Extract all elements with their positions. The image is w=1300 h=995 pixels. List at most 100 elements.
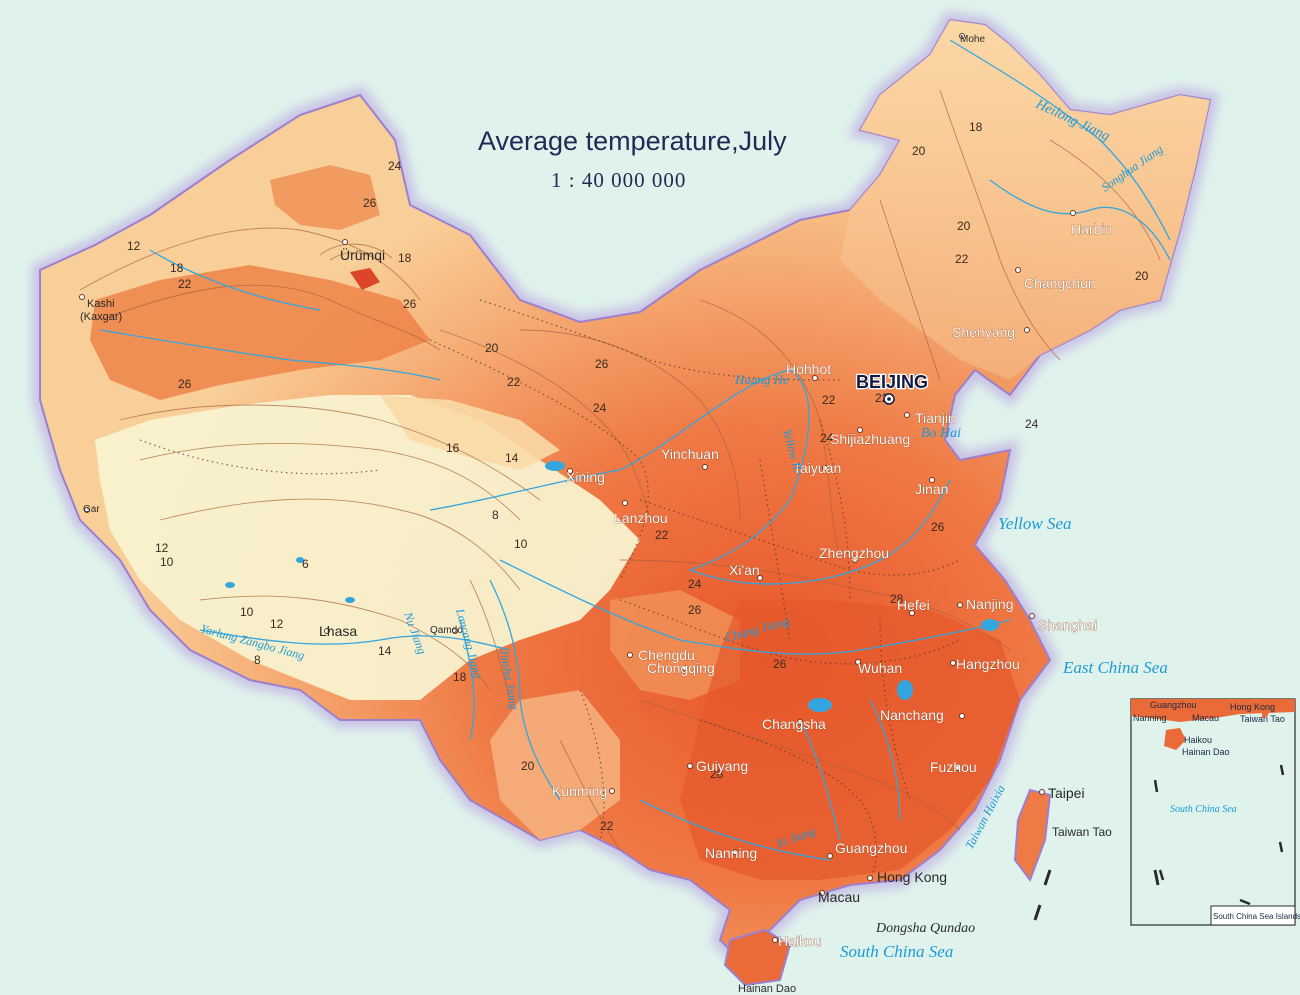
svg-text:20: 20 bbox=[485, 341, 499, 355]
rivers bbox=[99, 39, 1171, 861]
city-label: Kunming bbox=[552, 783, 607, 799]
city-label: Chongqing bbox=[647, 660, 715, 676]
yunnan-mild-zone bbox=[490, 690, 620, 840]
city-label: Taipei bbox=[1048, 785, 1085, 801]
inset-label: Guangzhou bbox=[1150, 700, 1197, 710]
city-label: Fuzhou bbox=[930, 759, 977, 775]
city-label: Ürümqi bbox=[340, 246, 385, 263]
turpan-hot-spot bbox=[350, 268, 380, 290]
sea-label: South China Sea bbox=[840, 942, 953, 961]
city-label: Yinchuan bbox=[661, 446, 719, 462]
svg-text:12: 12 bbox=[155, 541, 169, 555]
svg-text:16: 16 bbox=[446, 441, 460, 455]
sea-label: Hainan Dao bbox=[738, 983, 796, 995]
svg-text:26: 26 bbox=[595, 357, 609, 371]
svg-text:22: 22 bbox=[507, 375, 521, 389]
svg-text:26: 26 bbox=[931, 520, 945, 534]
svg-text:8: 8 bbox=[492, 508, 499, 522]
svg-text:10: 10 bbox=[240, 605, 254, 619]
inset-label: Nanning bbox=[1133, 713, 1167, 723]
province-borders bbox=[139, 299, 961, 881]
tarim-basin-zone bbox=[90, 265, 430, 400]
svg-text:18: 18 bbox=[453, 670, 467, 684]
city-label: Guangzhou bbox=[835, 840, 907, 856]
city-label: Zhengzhou bbox=[819, 545, 889, 561]
city-label: Jinan bbox=[915, 481, 948, 497]
city-label: Shijiazhuang bbox=[830, 431, 910, 447]
city-label: Hefei bbox=[897, 597, 930, 613]
qaidam-zone bbox=[380, 395, 560, 470]
city-label: Changchun bbox=[1024, 275, 1096, 291]
svg-text:24: 24 bbox=[1025, 417, 1039, 431]
svg-text:22: 22 bbox=[655, 528, 669, 542]
city-label: Hangzhou bbox=[956, 656, 1020, 672]
sea-label: Dongsha Qundao bbox=[875, 921, 975, 936]
inset-label: Hainan Dao bbox=[1182, 747, 1230, 757]
inset-label: Macau bbox=[1192, 713, 1219, 723]
city-label: Lanzhou bbox=[614, 510, 668, 526]
northeast-zone bbox=[840, 20, 1210, 380]
city-label: Xi'an bbox=[729, 562, 760, 578]
inset-label: Taiwan Tao bbox=[1240, 714, 1285, 724]
svg-text:18: 18 bbox=[170, 261, 184, 275]
hainan-island bbox=[723, 928, 792, 987]
city-markers bbox=[79, 33, 1076, 943]
inset-label: Haikou bbox=[1184, 735, 1212, 745]
city-label: Shanghai bbox=[1038, 617, 1097, 633]
city-label: Gar bbox=[83, 504, 100, 515]
svg-text:20: 20 bbox=[521, 759, 535, 773]
city-label: Lhasa bbox=[319, 623, 357, 639]
sea-labels: Bo Hai Yellow Sea East China Sea South C… bbox=[738, 426, 1168, 995]
city-label: (Kaxgar) bbox=[80, 311, 122, 323]
tibet-plateau-zone bbox=[95, 395, 640, 700]
dzungaria-zone bbox=[270, 165, 380, 230]
map-title: Average temperature,July bbox=[478, 126, 787, 156]
city-label: Wuhan bbox=[858, 660, 902, 676]
svg-text:26: 26 bbox=[363, 196, 377, 210]
svg-text:24: 24 bbox=[820, 431, 834, 445]
city-label: Xining bbox=[566, 469, 605, 485]
isotherm-lines bbox=[79, 89, 1161, 851]
city-label: Shenyang bbox=[952, 324, 1015, 340]
city-label: Qamdo bbox=[430, 625, 463, 636]
svg-text:24: 24 bbox=[688, 577, 702, 591]
city-label: Haikou bbox=[778, 933, 822, 949]
svg-text:10: 10 bbox=[514, 537, 528, 551]
svg-text:20: 20 bbox=[957, 219, 971, 233]
city-labels: Mohe Harbin Changchun Shenyang Ürümqi Ka… bbox=[80, 34, 1113, 949]
river-label: Huang He bbox=[734, 372, 789, 387]
sea-label: East China Sea bbox=[1062, 658, 1168, 677]
svg-text:10: 10 bbox=[160, 555, 174, 569]
city-label: Nanchang bbox=[880, 707, 944, 723]
city-label: Taiyuan bbox=[793, 460, 841, 476]
map-scale: 1 : 40 000 000 bbox=[551, 168, 686, 192]
city-label: Chengdu bbox=[638, 647, 695, 663]
svg-text:28: 28 bbox=[890, 592, 904, 606]
svg-text:18: 18 bbox=[398, 251, 412, 265]
inset-coast bbox=[1131, 699, 1295, 722]
inset-dashes bbox=[1153, 764, 1285, 906]
svg-text:22: 22 bbox=[600, 819, 614, 833]
city-label: Changsha bbox=[762, 716, 826, 732]
city-label: Hong Kong bbox=[877, 869, 947, 885]
city-label: Harbin bbox=[1071, 221, 1112, 237]
svg-text:20: 20 bbox=[1135, 269, 1149, 283]
svg-text:6: 6 bbox=[302, 557, 309, 571]
sea-label: Taiwan Tao bbox=[1052, 825, 1112, 839]
svg-text:26: 26 bbox=[403, 297, 417, 311]
city-label: Nanjing bbox=[966, 596, 1013, 612]
svg-text:12: 12 bbox=[127, 239, 141, 253]
svg-text:8: 8 bbox=[254, 653, 261, 667]
svg-text:28: 28 bbox=[710, 767, 724, 781]
svg-text:24: 24 bbox=[593, 401, 607, 415]
isotherm-labels: 26 24 18 26 12 18 22 26 26 20 22 24 16 1… bbox=[127, 120, 1149, 833]
taiwan-island bbox=[1013, 788, 1052, 883]
sichuan-basin-zone bbox=[610, 590, 740, 700]
svg-text:20: 20 bbox=[912, 144, 926, 158]
inset-hainan bbox=[1164, 728, 1186, 750]
sea-label: Bo Hai bbox=[921, 426, 961, 441]
svg-text:26: 26 bbox=[773, 657, 787, 671]
inset-caption-box bbox=[1210, 905, 1296, 926]
inset-label: Hong Kong bbox=[1230, 702, 1275, 712]
